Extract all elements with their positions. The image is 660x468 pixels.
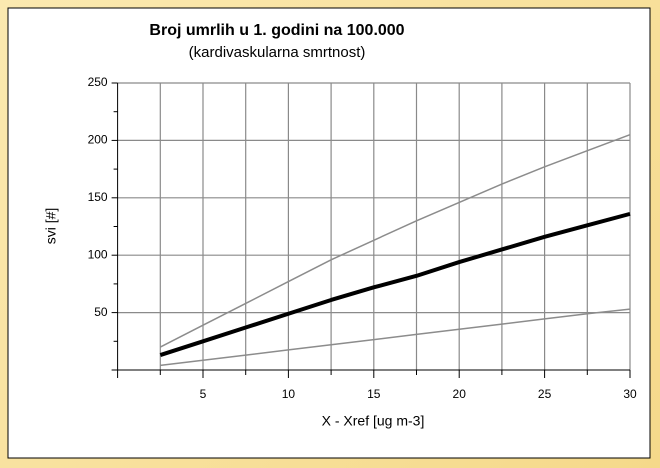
x-tick-label: 15 (367, 387, 381, 401)
y-axis-label: svi [#] (43, 208, 59, 245)
y-tick-label: 100 (88, 247, 108, 261)
y-tick-label: 150 (88, 190, 108, 204)
y-tick-label: 200 (88, 133, 108, 147)
x-tick-label: 20 (453, 387, 467, 401)
x-tick-label: 10 (282, 387, 296, 401)
x-axis-label: X - Xref [ug m-3] (322, 413, 425, 429)
series-line (159, 133, 631, 348)
y-tick-label: 250 (88, 75, 108, 89)
x-tick-label: 30 (623, 387, 637, 401)
x-tick-label: 25 (538, 387, 552, 401)
series-line (159, 211, 631, 357)
y-tick-label: 50 (94, 305, 108, 319)
series-line (160, 308, 631, 367)
chart-title: Broj umrlih u 1. godini na 100.000 (149, 22, 404, 39)
x-tick-label: 5 (200, 387, 207, 401)
chart-subtitle: (kardivaskularna smrtnost) (189, 44, 366, 61)
